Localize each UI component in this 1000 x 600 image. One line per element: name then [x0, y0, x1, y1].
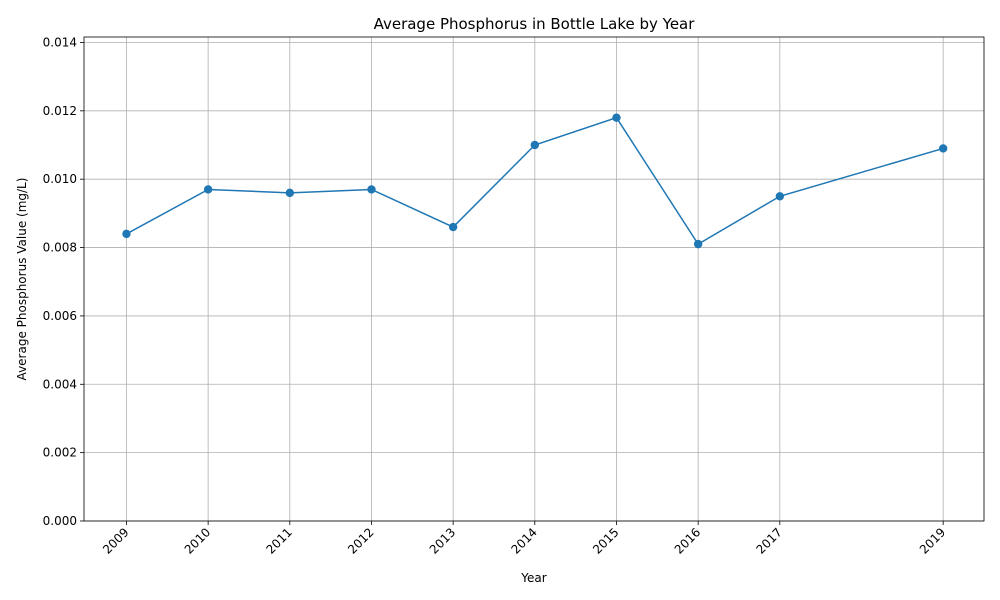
y-tick-label: 0.008	[43, 241, 77, 255]
data-point	[938, 144, 948, 153]
data-point	[448, 222, 458, 232]
y-tick-label: 0.002	[43, 446, 77, 460]
data-point	[530, 140, 540, 150]
data-points	[122, 113, 948, 249]
data-point	[775, 192, 785, 201]
series-line	[126, 116, 944, 246]
data-point	[122, 229, 131, 239]
data-point	[693, 239, 703, 249]
y-axis-ticks: 0.000 0.002 0.004 0.006 0.008 0.010 0.012 0.014	[43, 35, 84, 528]
chart-title: Average Phosphorus in Bottle Lake by Yea…	[374, 15, 696, 33]
y-tick-label: 0.014	[43, 35, 77, 49]
data-point	[612, 113, 621, 122]
y-tick-label: 0.010	[43, 172, 77, 186]
y-tick-label: 0.012	[43, 104, 77, 118]
data-point	[367, 185, 376, 194]
plot-frame	[83, 36, 985, 522]
y-tick-label: 0.006	[43, 309, 77, 323]
y-tick-label: 0.004	[43, 377, 77, 391]
x-axis-title: Year	[520, 571, 546, 585]
series-line-layer	[126, 116, 944, 246]
y-tick-label: 0.000	[43, 514, 77, 528]
data-point	[203, 185, 213, 194]
data-point	[285, 188, 295, 198]
y-axis-title: Average Phosphorus Value (mg/L)	[15, 178, 29, 381]
